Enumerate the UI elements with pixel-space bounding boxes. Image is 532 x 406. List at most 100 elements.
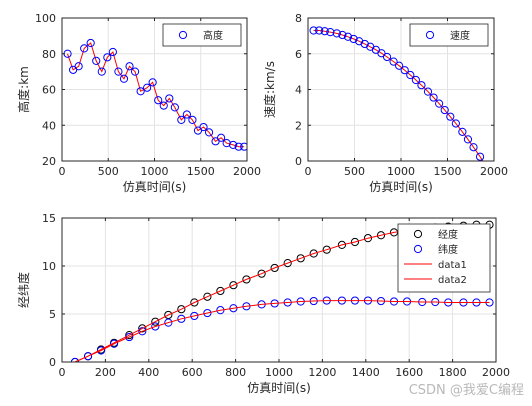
data-point-高度 bbox=[86, 38, 95, 48]
x-tick-label: 800 bbox=[225, 366, 246, 379]
x-tick-label: 1200 bbox=[308, 366, 336, 379]
data-point-高度 bbox=[188, 115, 197, 124]
data-point-速度 bbox=[451, 119, 460, 128]
y-tick-label: 0 bbox=[295, 155, 302, 168]
data-point-纬度 bbox=[164, 318, 173, 327]
data-point-速度 bbox=[332, 29, 341, 38]
x-tick-label: 1400 bbox=[352, 366, 380, 379]
data-point-速度 bbox=[389, 57, 398, 66]
data-point-高度 bbox=[240, 142, 247, 151]
data-point-速度 bbox=[377, 49, 386, 58]
x-tick-label: 1500 bbox=[187, 165, 215, 178]
data-point-纬度 bbox=[83, 352, 93, 361]
data-point-高度 bbox=[143, 83, 152, 92]
data-point-经度 bbox=[257, 269, 266, 278]
data-point-速度 bbox=[446, 112, 455, 121]
data-point-经度 bbox=[203, 292, 212, 301]
data-point-经度 bbox=[283, 259, 292, 268]
data-point-纬度 bbox=[151, 322, 160, 331]
data-point-纬度 bbox=[109, 339, 119, 348]
legend-box bbox=[397, 223, 491, 293]
data-point-高度 bbox=[154, 96, 163, 105]
x-tick-label: 2000 bbox=[233, 165, 261, 178]
data-point-经度 bbox=[376, 231, 386, 240]
y-tick-label: 15 bbox=[42, 212, 56, 225]
data-point-纬度 bbox=[203, 308, 212, 318]
data-point-高度 bbox=[177, 115, 186, 124]
y-axis-label: 高度:km bbox=[16, 66, 31, 113]
x-tick-label: 500 bbox=[98, 165, 119, 178]
data-point-高度 bbox=[130, 67, 140, 76]
data-point-高度 bbox=[114, 67, 123, 76]
data-point-经度 bbox=[363, 234, 373, 243]
x-tick-label: 2000 bbox=[480, 165, 508, 178]
y-tick-label: 8 bbox=[295, 12, 302, 25]
data-point-高度 bbox=[97, 67, 106, 76]
data-point-经度 bbox=[177, 305, 186, 314]
x-tick-label: 1000 bbox=[387, 165, 415, 178]
x-axis-label: 仿真时间(s) bbox=[123, 180, 187, 194]
x-axis-label: 仿真时间(s) bbox=[369, 180, 433, 194]
data-point-经度 bbox=[229, 281, 238, 290]
watermark-text: CSDN @我爱C编程 bbox=[409, 383, 524, 398]
data-point-速度 bbox=[309, 26, 318, 35]
legend-marker bbox=[178, 30, 188, 40]
y-tick-label: 4 bbox=[295, 84, 302, 97]
x-tick-label: 0 bbox=[59, 366, 66, 379]
data-point-高度 bbox=[159, 101, 168, 110]
data-point-高度 bbox=[148, 78, 157, 87]
data-point-经度 bbox=[270, 263, 279, 273]
x-tick-label: 1000 bbox=[141, 165, 169, 178]
data-point-速度 bbox=[475, 152, 485, 161]
legend-label: data2 bbox=[438, 275, 467, 286]
y-tick-label: 2 bbox=[295, 119, 302, 132]
data-point-高度 bbox=[74, 62, 83, 71]
data-point-速度 bbox=[406, 70, 415, 80]
data-point-速度 bbox=[440, 105, 449, 115]
data-point-速度 bbox=[343, 32, 353, 41]
data-point-速度 bbox=[469, 143, 478, 152]
data-point-纬度 bbox=[229, 304, 238, 313]
data-point-高度 bbox=[136, 87, 145, 96]
legend-label: 速度 bbox=[450, 29, 470, 42]
legend-label: 纬度 bbox=[438, 243, 458, 256]
y-tick-label: 10 bbox=[42, 260, 56, 273]
data-point-经度 bbox=[138, 324, 147, 333]
data-point-经度 bbox=[309, 249, 318, 258]
data-point-速度 bbox=[382, 52, 392, 62]
legend-label: 高度 bbox=[203, 29, 223, 42]
data-point-速度 bbox=[400, 66, 409, 75]
data-point-速度 bbox=[423, 87, 433, 96]
y-tick-label: 6 bbox=[295, 48, 302, 61]
x-tick-label: 2000 bbox=[482, 366, 510, 379]
data-point-经度 bbox=[242, 275, 251, 284]
data-point-经度 bbox=[296, 254, 305, 263]
data-point-高度 bbox=[229, 140, 238, 150]
data-point-高度 bbox=[182, 110, 191, 119]
data-point-经度 bbox=[322, 245, 331, 254]
data-point-速度 bbox=[395, 61, 404, 70]
series-group bbox=[63, 38, 247, 151]
legend: 高度 bbox=[162, 23, 242, 47]
x-tick-label: 0 bbox=[305, 165, 312, 178]
data-point-纬度 bbox=[138, 327, 147, 336]
axes-3: 0 200 400 600 800 1000 1200 1400 1600 1800 2000 0 5 1… bbox=[16, 212, 510, 395]
legend-box bbox=[409, 23, 489, 47]
data-point-纬度 bbox=[177, 314, 186, 323]
data-point-经度 bbox=[337, 240, 347, 249]
legend-marker bbox=[413, 244, 423, 254]
data-point-高度 bbox=[204, 128, 214, 137]
data-point-速度 bbox=[315, 26, 324, 35]
data-point-高度 bbox=[217, 133, 226, 142]
x-tick-label: 1800 bbox=[439, 366, 467, 379]
y-tick-label: 80 bbox=[42, 48, 56, 61]
series-line-data2 bbox=[74, 300, 490, 362]
data-point-速度 bbox=[429, 93, 438, 102]
data-point-高度 bbox=[108, 47, 117, 57]
y-axis-label: 速度:km/s bbox=[262, 61, 277, 118]
x-axis-label: 仿真时间(s) bbox=[247, 381, 311, 395]
x-tick-label: 1000 bbox=[265, 366, 293, 379]
